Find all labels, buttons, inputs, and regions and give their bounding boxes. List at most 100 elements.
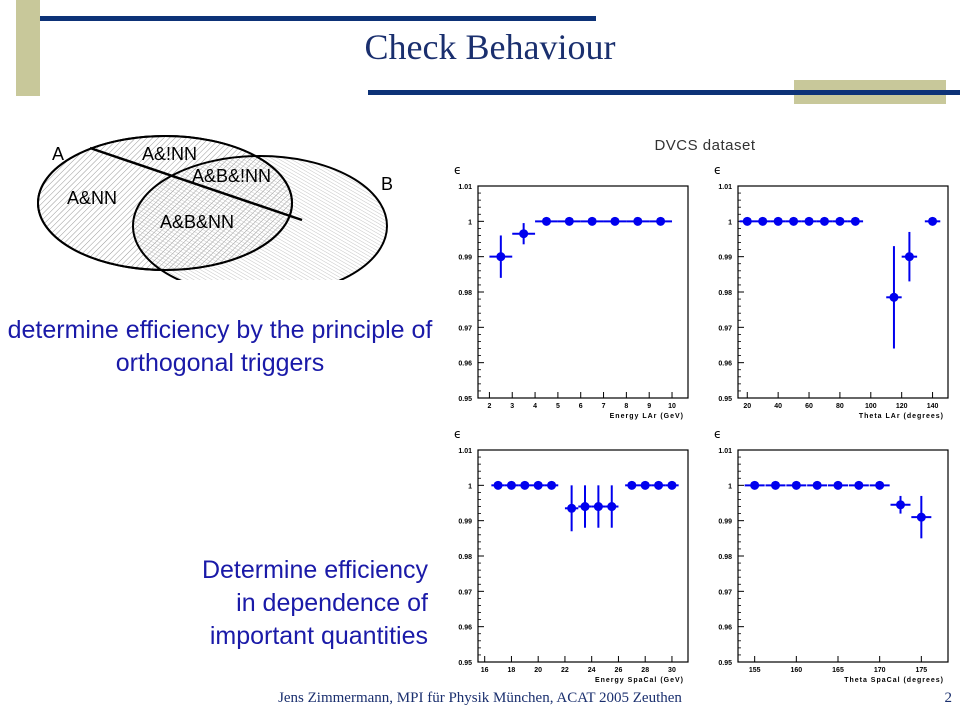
point-marker [771, 480, 780, 490]
venn-diagram: A B A&!NN A&NN A&B&!NN A&B&NN [37, 135, 393, 280]
data-point [801, 216, 817, 226]
x-tick-label: 4 [533, 403, 537, 410]
data-point [770, 216, 786, 226]
y-tick-label: 0.99 [718, 255, 732, 262]
x-tick-label: 140 [927, 403, 939, 410]
data-point [626, 216, 650, 226]
plot-frame [737, 185, 949, 399]
data-point [591, 485, 606, 528]
plot-theta-lar: ϵ 0.95 0.96 0.97 0.98 0.99 1 1.01 20 40 60 80 100 120… [714, 163, 949, 420]
point-marker [904, 252, 914, 262]
x-tick-label: 3 [510, 403, 514, 410]
efficiency-dependence-text: Determine efficiency in dependence of im… [110, 554, 428, 653]
data-point [765, 480, 786, 490]
x-tick-label: 22 [561, 667, 569, 674]
y-tick-label: 0.97 [718, 589, 732, 596]
y-tick-label: 1.01 [718, 448, 732, 455]
x-tick-label: 160 [790, 667, 802, 674]
data-point [649, 216, 673, 226]
data-point [504, 480, 519, 490]
deco-top-rule [40, 16, 596, 21]
point-marker [773, 216, 783, 226]
point-marker [541, 216, 551, 226]
point-marker [916, 512, 926, 522]
data-point [518, 480, 532, 490]
set-b-ellipse [132, 155, 388, 280]
x-tick-label: 26 [615, 667, 623, 674]
x-axis-label: Energy LAr (GeV) [610, 413, 684, 420]
data-point [578, 485, 592, 528]
x-tick-label: 60 [805, 403, 813, 410]
point-marker [580, 502, 590, 512]
data-point [816, 216, 833, 226]
point-marker [889, 292, 899, 302]
y-tick-label: 0.96 [718, 361, 732, 368]
y-tick-label: 0.96 [458, 361, 472, 368]
point-marker [533, 480, 543, 490]
data-point [651, 480, 666, 490]
plot-frame [477, 185, 689, 399]
efficiency-dependence-line-2: in dependence of [236, 589, 428, 617]
data-point [638, 480, 652, 490]
x-tick-label: 18 [508, 667, 516, 674]
data-point [580, 216, 604, 226]
point-marker [812, 480, 822, 490]
y-tick-label: 0.96 [718, 625, 732, 632]
x-tick-label: 16 [481, 667, 489, 674]
point-marker [587, 216, 597, 226]
point-marker [854, 480, 864, 490]
point-marker [819, 216, 829, 226]
point-marker [789, 216, 799, 226]
efficiency-dependence-line-1: Determine efficiency [201, 556, 428, 584]
x-tick-label: 9 [647, 403, 651, 410]
x-tick-label: 175 [915, 667, 927, 674]
data-point [848, 480, 869, 490]
y-axis-label: ϵ [714, 427, 721, 441]
point-marker [833, 480, 843, 490]
data-point [564, 485, 579, 532]
point-marker [742, 216, 752, 226]
data-point [847, 216, 864, 226]
x-tick-label: 20 [534, 667, 542, 674]
x-tick-label: 10 [668, 403, 676, 410]
x-tick-label: 6 [579, 403, 583, 410]
point-marker [627, 480, 637, 490]
deco-title-underline [368, 90, 960, 95]
point-marker [654, 480, 664, 490]
data-point [785, 216, 802, 226]
data-point [807, 480, 828, 490]
point-marker [928, 216, 938, 226]
y-tick-label: 0.97 [458, 589, 472, 596]
x-tick-label: 100 [865, 403, 877, 410]
x-tick-label: 40 [774, 403, 782, 410]
data-point [557, 216, 581, 226]
point-marker [640, 480, 650, 490]
venn-label-a: A [52, 144, 64, 164]
point-marker [667, 480, 677, 490]
data-point [491, 480, 505, 490]
y-tick-label: 1 [468, 219, 472, 226]
data-point [531, 480, 545, 490]
point-marker [633, 216, 643, 226]
data-point [786, 480, 807, 490]
plot-energy-spacal: ϵ 0.95 0.96 0.97 0.98 0.99 1 1.01 16 18 20 22 24 26 28… [454, 427, 689, 684]
y-tick-label: 0.99 [718, 519, 732, 526]
y-tick-label: 1 [468, 483, 472, 490]
y-tick-label: 0.99 [458, 255, 472, 262]
venn-label-b: B [381, 174, 393, 194]
y-tick-label: 1.01 [458, 448, 472, 455]
data-point [828, 480, 848, 490]
point-marker [519, 229, 529, 239]
plot-theta-spacal: ϵ 0.95 0.96 0.97 0.98 0.99 1 1.01 155 160 165 170 17… [714, 427, 949, 684]
venn-label-ab-not-nn: A&B&!NN [192, 166, 271, 186]
efficiency-dependence-line-3: important quantities [209, 622, 428, 650]
data-point [535, 216, 558, 226]
x-tick-label: 5 [556, 403, 560, 410]
data-point [890, 495, 911, 514]
data-point [911, 495, 932, 539]
venn-label-a-nn: A&NN [67, 188, 117, 208]
venn-label-ab-nn: A&B&NN [160, 212, 234, 232]
x-tick-label: 80 [836, 403, 844, 410]
point-marker [610, 216, 620, 226]
x-tick-label: 30 [668, 667, 676, 674]
